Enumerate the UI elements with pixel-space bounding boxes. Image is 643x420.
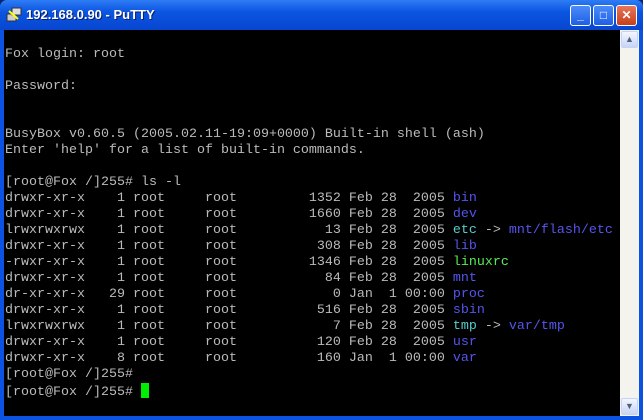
terminal-line: drwxr-xr-x 1 root root 84 Feb 28 2005 mn… xyxy=(5,271,620,287)
terminal-line: drwxr-xr-x 1 root root 1660 Feb 28 2005 … xyxy=(5,207,620,223)
title-bar[interactable]: 192.168.0.90 - PuTTY _ □ ✕ xyxy=(0,0,643,30)
terminal-text: -rwxr-xr-x 1 root root 1346 Feb 28 2005 xyxy=(5,255,453,270)
dir-entry: mnt xyxy=(452,271,477,286)
terminal-line: Enter 'help' for a list of built-in comm… xyxy=(5,143,620,159)
dir-entry: bin xyxy=(452,191,477,206)
terminal-line: drwxr-xr-x 8 root root 160 Jan 1 00:00 v… xyxy=(5,351,620,367)
maximize-button[interactable]: □ xyxy=(593,5,614,26)
dir-entry: mnt/flash/etc xyxy=(508,223,613,238)
dir-entry: lib xyxy=(452,239,477,254)
terminal-line: Password: xyxy=(5,79,620,95)
terminal-line xyxy=(5,111,620,127)
terminal-text: lrwxrwxrwx 1 root root 7 Feb 28 2005 xyxy=(5,319,453,334)
terminal-text: drwxr-xr-x 1 root root 84 Feb 28 2005 xyxy=(5,271,453,286)
terminal-text: BusyBox v0.60.5 (2005.02.11-19:09+0000) … xyxy=(5,127,485,142)
link-entry: etc xyxy=(452,223,477,238)
terminal-line: dr-xr-xr-x 29 root root 0 Jan 1 00:00 pr… xyxy=(5,287,620,303)
terminal-text: [root@Fox /]255# ls -l xyxy=(5,175,181,190)
terminal-line: [root@Fox /]255# ls -l xyxy=(5,175,620,191)
terminal-line: lrwxrwxrwx 1 root root 13 Feb 28 2005 et… xyxy=(5,223,620,239)
scroll-down-icon[interactable]: ▼ xyxy=(621,398,638,415)
terminal-line: drwxr-xr-x 1 root root 120 Feb 28 2005 u… xyxy=(5,335,620,351)
window-title: 192.168.0.90 - PuTTY xyxy=(26,7,155,22)
terminal-line: drwxr-xr-x 1 root root 1352 Feb 28 2005 … xyxy=(5,191,620,207)
vertical-scrollbar[interactable]: ▲ ▼ xyxy=(620,30,639,416)
terminal-text: Enter 'help' for a list of built-in comm… xyxy=(5,143,365,158)
terminal-text: drwxr-xr-x 1 root root 308 Feb 28 2005 xyxy=(5,239,453,254)
terminal-line: drwxr-xr-x 1 root root 516 Feb 28 2005 s… xyxy=(5,303,620,319)
terminal-line: lrwxrwxrwx 1 root root 7 Feb 28 2005 tmp… xyxy=(5,319,620,335)
terminal-text: [root@Fox /]255# xyxy=(5,385,141,400)
text-cursor xyxy=(140,383,149,398)
terminal-text: drwxr-xr-x 1 root root 1660 Feb 28 2005 xyxy=(5,207,453,222)
terminal-text: -> xyxy=(476,319,509,334)
dir-entry: sbin xyxy=(452,303,485,318)
terminal-text: -> xyxy=(476,223,509,238)
dir-entry: var xyxy=(452,351,477,366)
link-entry: tmp xyxy=(452,319,477,334)
terminal-text: Fox login: root xyxy=(5,47,125,62)
terminal-line xyxy=(5,95,620,111)
terminal-line: [root@Fox /]255# xyxy=(5,367,620,383)
dir-entry: var/tmp xyxy=(508,319,565,334)
terminal-output[interactable]: Fox login: root Password: BusyBox v0.60.5 … xyxy=(4,30,620,416)
terminal-line xyxy=(5,63,620,79)
terminal-text: drwxr-xr-x 1 root root 120 Feb 28 2005 xyxy=(5,335,453,350)
close-button[interactable]: ✕ xyxy=(616,5,637,26)
terminal-line: [root@Fox /]255# xyxy=(5,383,620,400)
terminal-line xyxy=(5,159,620,175)
putty-icon xyxy=(6,7,22,22)
terminal-text: drwxr-xr-x 1 root root 516 Feb 28 2005 xyxy=(5,303,453,318)
dir-entry: proc xyxy=(452,287,485,302)
dir-entry: usr xyxy=(452,335,477,350)
terminal-text: drwxr-xr-x 8 root root 160 Jan 1 00:00 xyxy=(5,351,453,366)
scroll-up-icon[interactable]: ▲ xyxy=(621,31,638,48)
terminal-line: -rwxr-xr-x 1 root root 1346 Feb 28 2005 … xyxy=(5,255,620,271)
terminal-text: Password: xyxy=(5,79,77,94)
terminal-line: Fox login: root xyxy=(5,47,620,63)
terminal-text: [root@Fox /]255# xyxy=(5,367,133,382)
terminal-text: lrwxrwxrwx 1 root root 13 Feb 28 2005 xyxy=(5,223,453,238)
terminal-line: drwxr-xr-x 1 root root 308 Feb 28 2005 l… xyxy=(5,239,620,255)
terminal-text: drwxr-xr-x 1 root root 1352 Feb 28 2005 xyxy=(5,191,453,206)
terminal-line: BusyBox v0.60.5 (2005.02.11-19:09+0000) … xyxy=(5,127,620,143)
terminal-text: dr-xr-xr-x 29 root root 0 Jan 1 00:00 xyxy=(5,287,453,302)
dir-entry: dev xyxy=(452,207,477,222)
exec-entry: linuxrc xyxy=(452,255,509,270)
minimize-button[interactable]: _ xyxy=(570,5,591,26)
